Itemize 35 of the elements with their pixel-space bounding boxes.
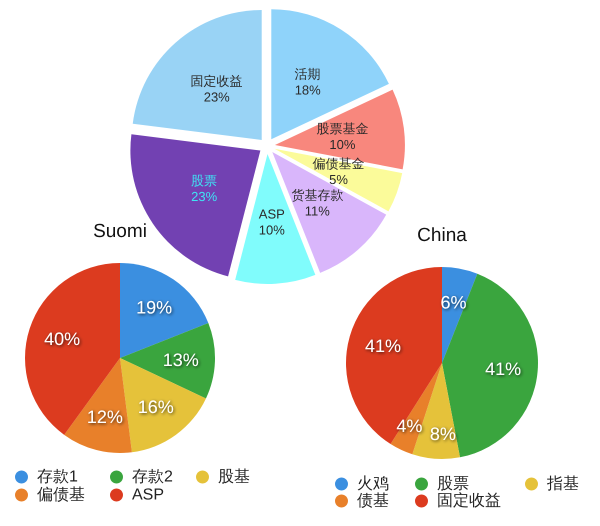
data-label: 41% bbox=[364, 336, 402, 356]
legend-label: 存款1 bbox=[37, 468, 78, 486]
data-label: 4% bbox=[396, 416, 422, 436]
data-label: 18% bbox=[294, 82, 322, 98]
data-label: 10% bbox=[258, 222, 286, 238]
legend-label: ASP bbox=[132, 486, 164, 504]
slice-label: 偏债基金 bbox=[312, 156, 365, 172]
data-label: 40% bbox=[44, 329, 80, 350]
legend-label: 固定收益 bbox=[437, 492, 501, 510]
data-label: 19% bbox=[136, 298, 172, 318]
slice-label: 货基存款 bbox=[291, 188, 344, 203]
legend-label: 火鸡 bbox=[357, 474, 389, 492]
slice-label: 活期 bbox=[294, 66, 321, 82]
data-label: 5% bbox=[329, 172, 348, 188]
data-label: 23% bbox=[204, 89, 230, 104]
data-label: 16% bbox=[138, 397, 174, 418]
legend-label: 债基 bbox=[357, 492, 389, 510]
data-label: 8% bbox=[430, 424, 456, 444]
legend-label: 股基 bbox=[218, 468, 250, 486]
data-label: 12% bbox=[86, 406, 123, 427]
slice-label: 股票 bbox=[191, 173, 218, 188]
legend-label: 存款2 bbox=[132, 468, 173, 486]
legend-label: 指基 bbox=[546, 474, 579, 492]
legend-label: 股票 bbox=[437, 476, 469, 492]
slice-label: ASP bbox=[258, 206, 285, 222]
data-label: 23% bbox=[191, 189, 218, 204]
slice-label: 固定收益 bbox=[190, 73, 243, 88]
data-label: 13% bbox=[162, 350, 199, 370]
slice-label: 股票基金 bbox=[316, 120, 368, 136]
data-label: 11% bbox=[304, 204, 330, 219]
data-label: 41% bbox=[485, 358, 522, 379]
chart-title: Suomi bbox=[93, 221, 147, 242]
chart-title: China bbox=[417, 225, 468, 246]
data-label: 10% bbox=[329, 136, 356, 152]
legend-label: 偏债基 bbox=[37, 486, 85, 504]
